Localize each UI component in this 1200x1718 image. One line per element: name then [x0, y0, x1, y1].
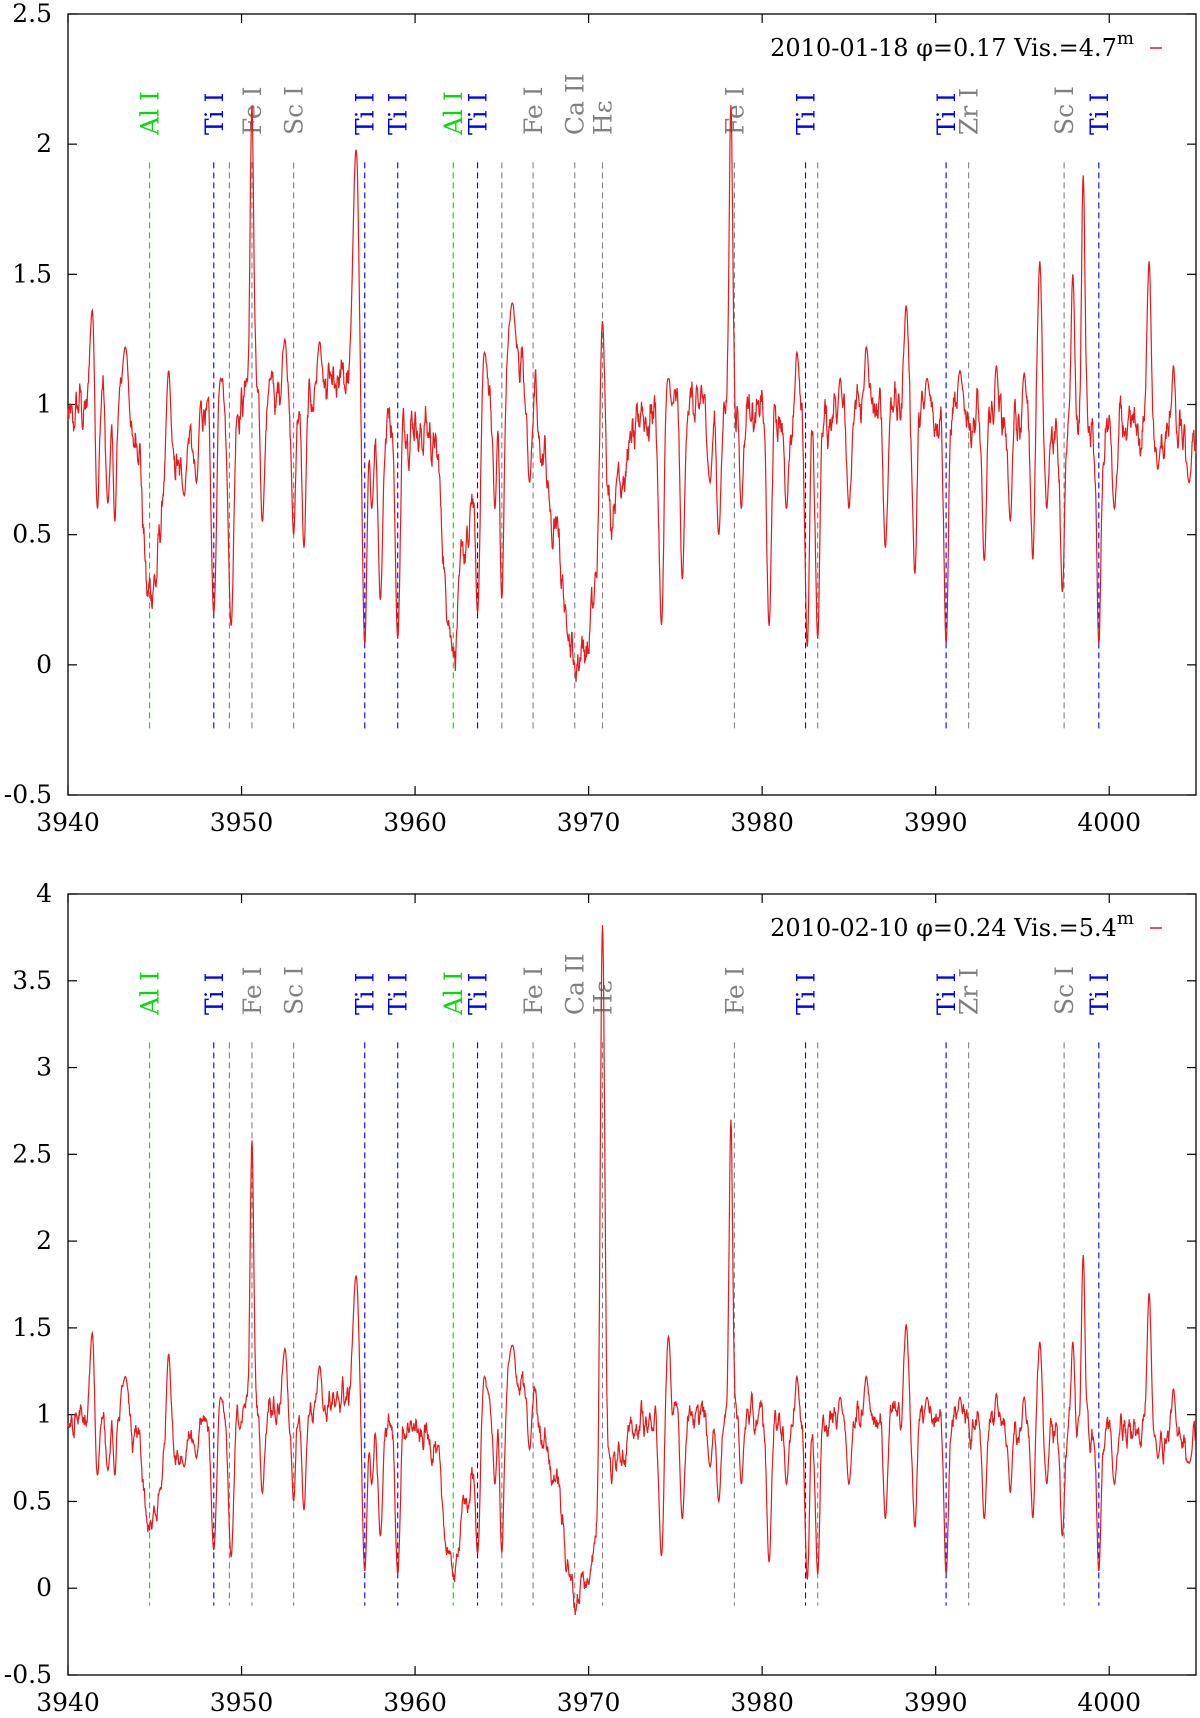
- line-label: Al I: [136, 91, 165, 136]
- x-tick-label: 4000: [1077, 1688, 1141, 1717]
- line-label: Ti I: [792, 93, 821, 136]
- line-label: Ti I: [200, 973, 229, 1016]
- y-tick-label: 2.5: [12, 0, 52, 28]
- line-label: Sc I: [1050, 86, 1079, 135]
- spectrum-line: [67, 105, 1197, 683]
- line-label: Fe I: [519, 966, 548, 1015]
- line-label: Ti I: [351, 93, 380, 136]
- spectrum-panel-1: -0.5 0 0.5 1 1.5 2 2.5 3940 3950 3960 3970 3980 3990…: [4, 0, 1197, 837]
- line-label: Ti I: [384, 973, 413, 1016]
- line-label: Zr I: [955, 968, 984, 1015]
- line-label: Ti I: [200, 93, 229, 136]
- x-tick-label: 3980: [730, 808, 794, 837]
- line-label: Ti I: [1085, 973, 1114, 1016]
- line-label: Ti I: [464, 93, 493, 136]
- y-tick-label: 3: [36, 1053, 52, 1082]
- line-label: Ti I: [932, 93, 961, 136]
- y-tick-label: 0: [36, 1573, 52, 1602]
- x-tick-label: 3960: [383, 1688, 447, 1717]
- plot-frame: [67, 893, 1197, 1676]
- x-tick-label: 3940: [36, 808, 100, 837]
- line-label: Sc I: [1050, 966, 1079, 1015]
- y-tick-label: 0: [36, 650, 52, 679]
- x-tick-label: 4000: [1077, 808, 1141, 837]
- line-label: Sc I: [280, 966, 309, 1015]
- line-label: Ca II: [561, 953, 590, 1015]
- line-label: Fe I: [519, 86, 548, 135]
- y-tick-label: -0.5: [4, 780, 52, 809]
- x-tick-label: 3940: [36, 1688, 100, 1717]
- line-label: Fe I: [720, 86, 749, 135]
- x-tick-label: 3990: [904, 1688, 968, 1717]
- y-tick-label: 0.5: [12, 520, 52, 549]
- line-label: Ti I: [932, 973, 961, 1016]
- legend-label: 2010-02-10 φ=0.24 Vis.=5.4m: [770, 908, 1134, 942]
- y-tick-label: 2: [36, 1226, 52, 1255]
- line-label: Ca II: [561, 73, 590, 135]
- legend-label: 2010-01-18 φ=0.17 Vis.=4.7m: [770, 28, 1134, 62]
- y-tick-label: 4: [36, 879, 52, 908]
- line-label: Sc I: [280, 86, 309, 135]
- line-label: Zr I: [955, 88, 984, 135]
- line-label: Al I: [136, 971, 165, 1016]
- y-tick-label: 2: [36, 129, 52, 158]
- line-label: Fe I: [238, 966, 267, 1015]
- y-tick-label: 1: [36, 390, 52, 419]
- y-tick-label: 1.5: [12, 1313, 52, 1342]
- x-tick-label: 3990: [904, 808, 968, 837]
- y-tick-label: 0.5: [12, 1486, 52, 1515]
- line-label: Ti I: [464, 973, 493, 1016]
- x-tick-label: 3960: [383, 808, 447, 837]
- x-tick-label: 3970: [557, 1688, 621, 1717]
- y-tick-label: 1: [36, 1400, 52, 1429]
- y-tick-label: 1.5: [12, 259, 52, 288]
- line-label: Ti I: [384, 93, 413, 136]
- spectrum-line: [67, 925, 1197, 1616]
- x-tick-label: 3950: [210, 808, 274, 837]
- x-tick-label: 3980: [730, 1688, 794, 1717]
- line-label: Fe I: [720, 966, 749, 1015]
- y-tick-label: 3.5: [12, 966, 52, 995]
- line-label: Ti I: [1085, 93, 1114, 136]
- spectrum-panel-2: -0.5 0 0.5 1 1.5 2 2.5 3 3.5 4 3940 3950 3960 3970 398…: [4, 879, 1197, 1717]
- line-label: Ti I: [351, 973, 380, 1016]
- line-label: Al I: [439, 91, 468, 136]
- line-label: Al I: [439, 971, 468, 1016]
- line-label: Ti I: [792, 973, 821, 1016]
- x-tick-label: 3970: [557, 808, 621, 837]
- y-tick-label: 2.5: [12, 1139, 52, 1168]
- x-tick-label: 3950: [210, 1688, 274, 1717]
- line-label: Hε: [588, 100, 617, 135]
- y-tick-label: -0.5: [4, 1660, 52, 1689]
